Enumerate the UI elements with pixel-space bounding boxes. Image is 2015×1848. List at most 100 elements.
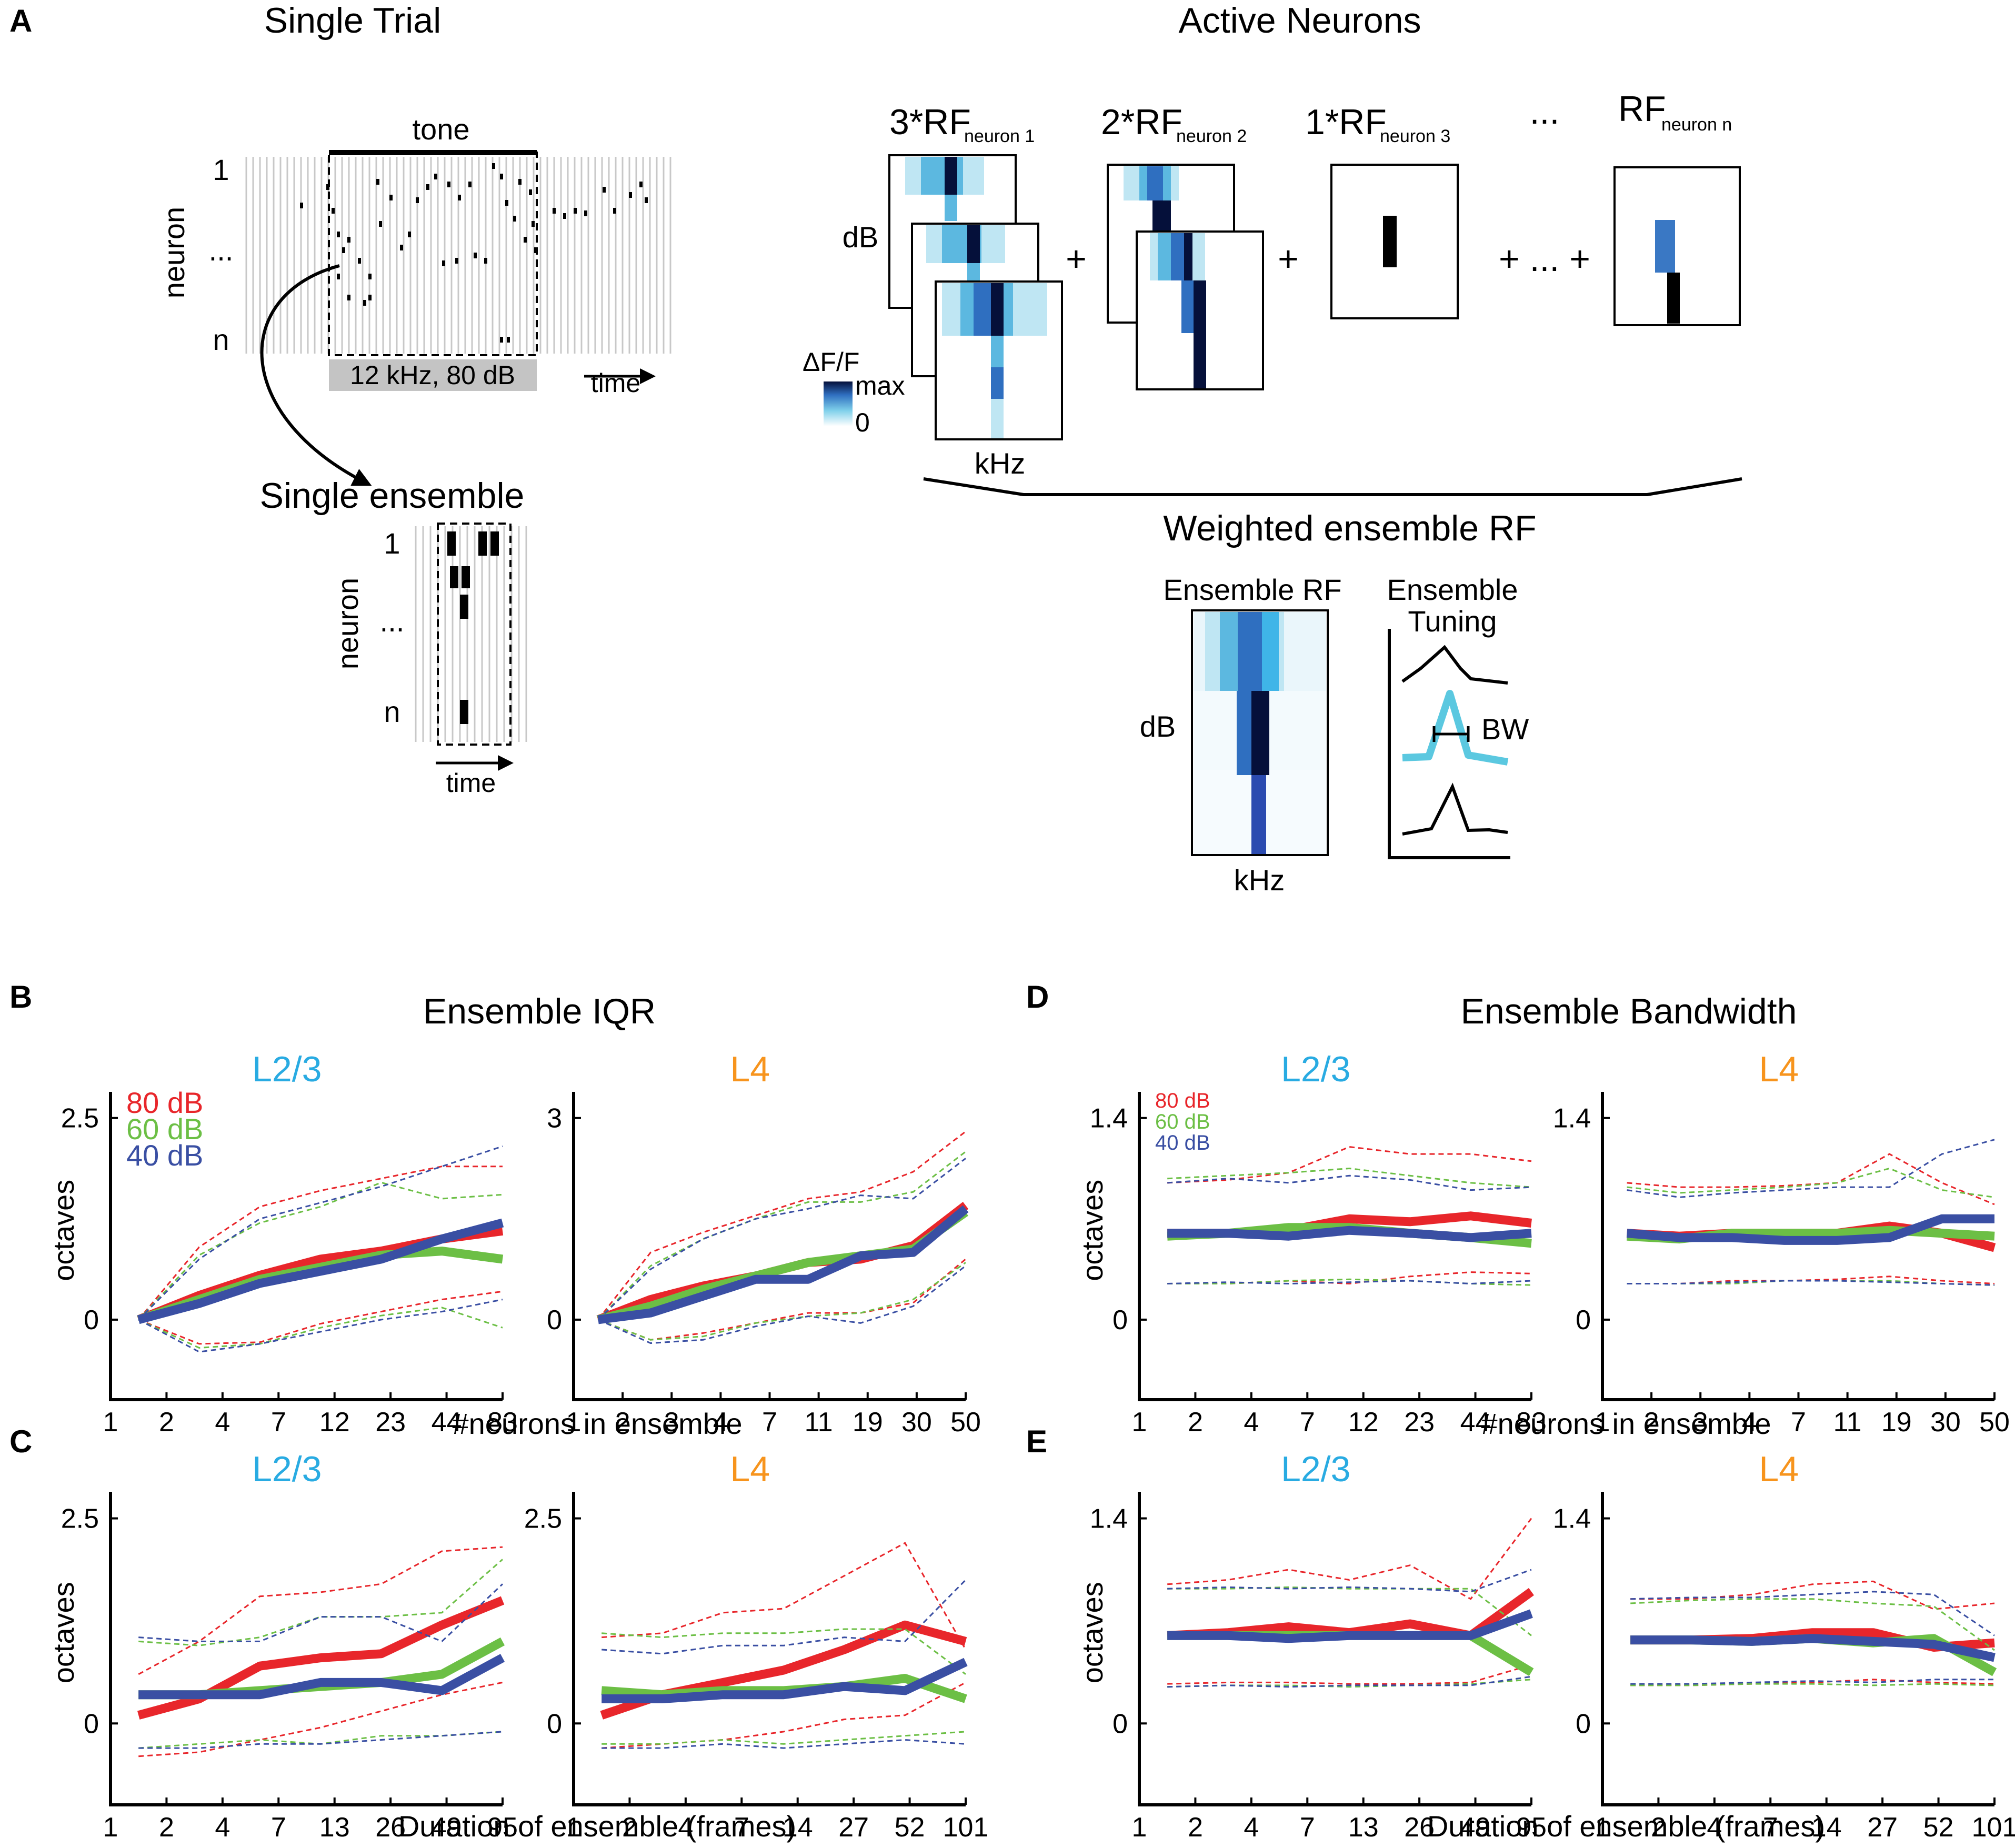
series-upper-line — [1167, 1146, 1532, 1184]
raster-spike — [379, 221, 382, 227]
x-tick-label: 95 — [1516, 1812, 1547, 1843]
ensemble-spike — [462, 566, 470, 588]
y-tick-label: 0 — [547, 1709, 562, 1739]
series-40-db — [602, 1579, 968, 1749]
y-tick-label: 2.5 — [61, 1103, 99, 1134]
raster-spike — [300, 203, 303, 208]
x-tick-label: 1 — [1132, 1812, 1147, 1843]
series-upper-line — [597, 1151, 966, 1320]
x-tick-label: 23 — [375, 1407, 406, 1438]
ensemble-spike — [490, 531, 499, 556]
x-tick-label: 7 — [1763, 1812, 1778, 1843]
ensemble-rf-db-label: dB — [1140, 710, 1176, 743]
series-upper-line — [1167, 1586, 1532, 1636]
raster-spike — [447, 182, 450, 187]
series-40-db — [1626, 1139, 1995, 1286]
ensemble-time-label: time — [446, 768, 496, 798]
y-tick-label: 0 — [84, 1709, 99, 1739]
x-tick-label: 2 — [1644, 1407, 1659, 1438]
rf-cell — [974, 283, 992, 336]
raster-spike — [332, 208, 335, 214]
raster-spike — [507, 337, 510, 343]
raster-neuron-axis: neuron — [157, 207, 191, 298]
series-lower-line — [1167, 1271, 1532, 1285]
y-tick-label: 3 — [547, 1103, 562, 1134]
single-trial-raster: tone 1 ... n neuron 12 kHz, 80 dB time — [157, 113, 671, 486]
rf-cell — [991, 367, 1004, 399]
x-tick-label: 1 — [566, 1407, 582, 1438]
x-tick-label: 12 — [1348, 1407, 1379, 1438]
series-upper-line — [602, 1542, 967, 1650]
rf-cell — [945, 195, 957, 221]
series-lower-line — [602, 1739, 966, 1749]
ensemble-spike — [460, 700, 468, 724]
colorbar: ΔF/F max 0 — [803, 347, 905, 437]
ensemble-spike — [460, 595, 468, 619]
series-40-db — [1167, 1569, 1533, 1688]
series-lower-line — [1167, 1280, 1532, 1285]
series-mean-line — [1630, 1634, 1996, 1662]
x-tick-label: 95 — [487, 1812, 518, 1843]
x-tick-label: 2 — [622, 1812, 637, 1843]
rf-cell — [1194, 280, 1206, 388]
ensemble-window — [437, 523, 512, 746]
raster-spike — [468, 182, 472, 187]
raster-spike — [426, 184, 429, 190]
ensemble-tuning: Ensemble Tuning BW — [1387, 573, 1529, 859]
x-tick-label: 2 — [1188, 1407, 1203, 1438]
series-upper-line — [1630, 1591, 1995, 1636]
x-tick-label: 7 — [734, 1812, 749, 1843]
series-lower-line — [1167, 1278, 1532, 1286]
chart-title: L4 — [730, 1049, 770, 1089]
rf-cell — [1383, 216, 1397, 267]
series-lower-line — [602, 1682, 966, 1749]
raster-spike — [458, 195, 461, 200]
y-axis-label: octaves — [47, 1582, 80, 1683]
series-upper-line — [602, 1579, 967, 1655]
plus-1: + — [1066, 239, 1087, 279]
tuning-curve-top — [1401, 645, 1508, 685]
x-tick-label: 19 — [1881, 1407, 1912, 1438]
y-tick-label: 2.5 — [61, 1504, 99, 1534]
rf-term-2-prefix: 2*RF — [1101, 102, 1182, 142]
x-tick-label: 1 — [566, 1812, 582, 1843]
series-mean-line — [138, 1654, 505, 1700]
raster-spike — [553, 208, 556, 214]
x-tick-label: 44 — [432, 1407, 462, 1438]
series-upper-line — [138, 1559, 503, 1646]
x-tick-label: 50 — [1979, 1407, 2010, 1438]
raster-spike — [529, 189, 532, 195]
chart-c-l4: 1 2 4 7 14 27 52 101 0 2.5 L4 — [524, 1449, 989, 1843]
rf-term-3: 1*RF neuron 3 — [1305, 102, 1450, 146]
summation-brace — [923, 477, 1742, 496]
series-upper-line — [1630, 1580, 1995, 1610]
rf-cell — [1181, 280, 1195, 333]
raster-spike — [376, 179, 379, 185]
series-mean-line — [1167, 1609, 1533, 1643]
weighted-ensemble-title: Weighted ensemble RF — [1163, 508, 1536, 548]
x-tick-label: 4 — [678, 1812, 693, 1843]
x-tick-label: 7 — [1300, 1407, 1315, 1438]
y-tick-label: 2.5 — [524, 1504, 562, 1534]
x-tick-label: 30 — [1930, 1407, 1961, 1438]
ensemble-spikes — [447, 531, 499, 724]
series-80-db — [137, 1546, 505, 1757]
series-upper-line — [1627, 1153, 1995, 1206]
x-tick-label: 14 — [783, 1812, 813, 1843]
series-lower-line — [597, 1265, 966, 1344]
rf-cell — [1184, 233, 1192, 280]
raster-spike — [563, 213, 566, 219]
legend-entry: 40 dB — [1155, 1131, 1210, 1154]
x-tick-label: 14 — [1811, 1812, 1842, 1843]
series-mean-line — [1167, 1631, 1534, 1676]
series-upper-line — [1167, 1174, 1532, 1191]
series-upper-line — [138, 1546, 503, 1675]
series-80-db — [1167, 1518, 1534, 1685]
active-neurons-title: Active Neurons — [1178, 1, 1421, 41]
rf-db-label: dB — [843, 220, 879, 254]
x-tick-label: 101 — [1972, 1812, 2015, 1843]
raster-spike — [337, 274, 340, 279]
rf-term-n-sub: neuron n — [1661, 115, 1732, 135]
